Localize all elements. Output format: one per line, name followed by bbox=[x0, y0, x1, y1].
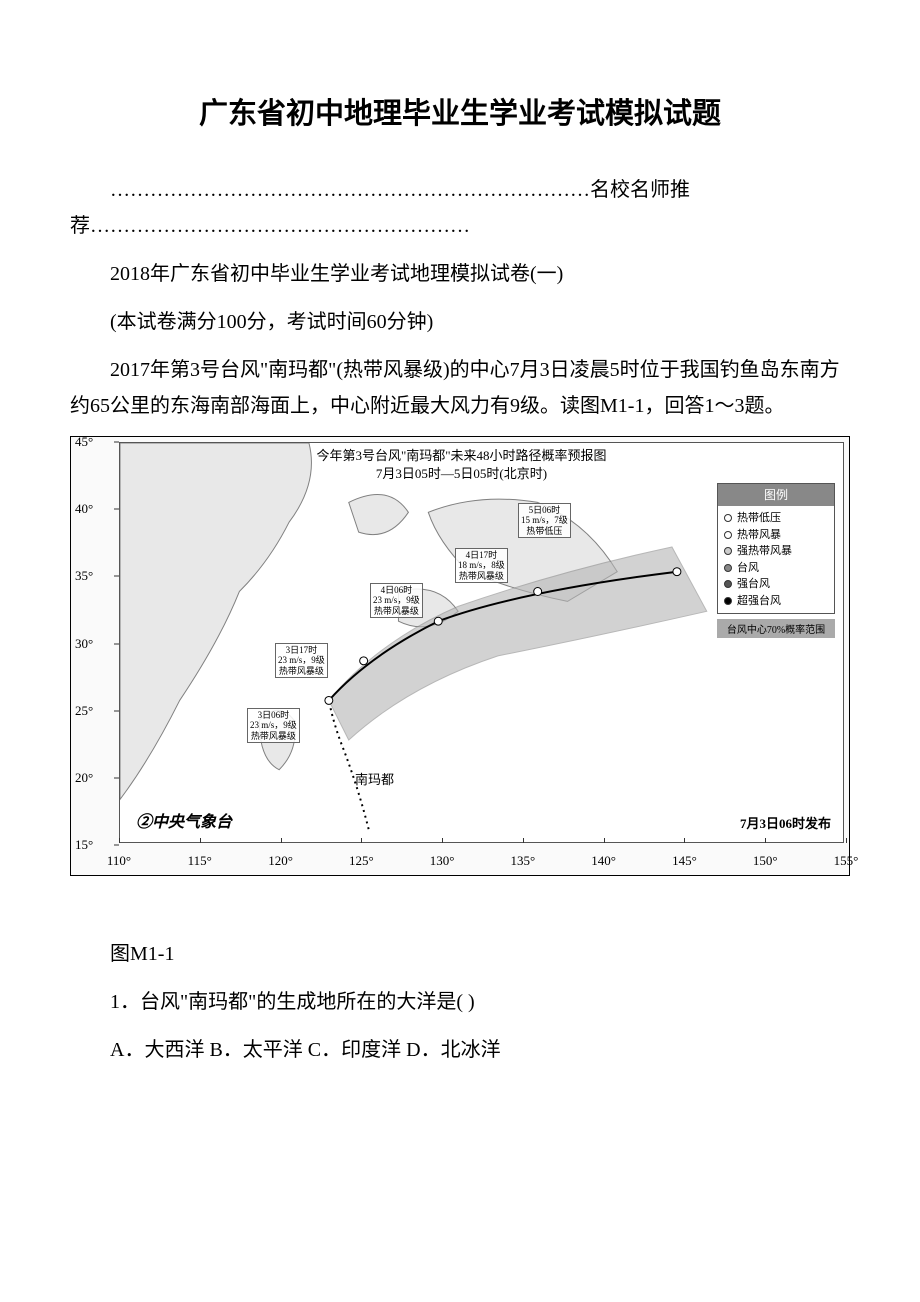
x-axis-label: 135° bbox=[511, 853, 536, 869]
forecast-callout: 4日17时18 m/s，8级热带风暴级 bbox=[455, 548, 508, 583]
track-point bbox=[434, 617, 442, 625]
legend-label: 强热带风暴 bbox=[737, 543, 792, 560]
legend-title: 图例 bbox=[718, 484, 834, 506]
x-axis-label: 125° bbox=[349, 853, 374, 869]
y-axis-label: 25° bbox=[75, 703, 93, 719]
track-point bbox=[673, 568, 681, 576]
legend-marker bbox=[724, 531, 732, 539]
x-axis-label: 140° bbox=[591, 853, 616, 869]
legend-marker bbox=[724, 514, 732, 522]
y-axis-label: 30° bbox=[75, 636, 93, 652]
x-axis-label: 115° bbox=[188, 853, 212, 869]
forecast-callout: 3日17时23 m/s，9级热带风暴级 bbox=[275, 643, 328, 678]
legend-row: 热带低压 bbox=[724, 510, 828, 527]
exam-rule: (本试卷满分100分，考试时间60分钟) bbox=[70, 304, 850, 340]
context-para: 2017年第3号台风"南玛都"(热带风暴级)的中心7月3日凌晨5时位于我国钓鱼岛… bbox=[70, 352, 850, 424]
exam-name: 2018年广东省初中毕业生学业考试地理模拟试卷(一) bbox=[70, 256, 850, 292]
cma-logo: ②中央气象台 bbox=[136, 808, 232, 832]
figure-m1-1: 今年第3号台风"南玛都"未来48小时路径概率预报图 7月3日05时—5日05时(… bbox=[70, 436, 850, 876]
x-axis-label: 155° bbox=[834, 853, 859, 869]
legend-row: 强台风 bbox=[724, 576, 828, 593]
legend-label: 台风 bbox=[737, 560, 759, 577]
legend-marker bbox=[724, 547, 732, 555]
track-point bbox=[360, 657, 368, 665]
x-axis-label: 130° bbox=[430, 853, 455, 869]
issue-time: 7月3日06时发布 bbox=[740, 813, 831, 832]
y-axis-label: 40° bbox=[75, 501, 93, 517]
question-1-options: A．大西洋 B．太平洋 C．印度洋 D．北冰洋 bbox=[70, 1032, 850, 1068]
legend-row: 热带风暴 bbox=[724, 527, 828, 544]
legend-label: 强台风 bbox=[737, 576, 770, 593]
y-axis-label: 15° bbox=[75, 837, 93, 853]
x-axis-label: 120° bbox=[268, 853, 293, 869]
track-point bbox=[325, 696, 333, 704]
forecast-callout: 3日06时23 m/s，9级热带风暴级 bbox=[247, 708, 300, 743]
legend-label: 热带低压 bbox=[737, 510, 781, 527]
probability-label: 台风中心70%概率范围 bbox=[717, 619, 835, 638]
figure-caption: 图M1-1 bbox=[70, 936, 850, 972]
map-area: 今年第3号台风"南玛都"未来48小时路径概率预报图 7月3日05时—5日05时(… bbox=[119, 442, 844, 843]
legend-label: 热带风暴 bbox=[737, 527, 781, 544]
map-title: 今年第3号台风"南玛都"未来48小时路径概率预报图 7月3日05时—5日05时(… bbox=[260, 447, 663, 483]
y-axis-label: 35° bbox=[75, 568, 93, 584]
legend-row: 超强台风 bbox=[724, 593, 828, 610]
recommend-line: ………………………………………………………………名校名师推荐…………………………… bbox=[70, 172, 850, 244]
legend-label: 超强台风 bbox=[737, 593, 781, 610]
forecast-callout: 5日06时15 m/s，7级热带低压 bbox=[518, 503, 571, 538]
y-axis-label: 45° bbox=[75, 434, 93, 450]
x-axis-label: 110° bbox=[107, 853, 131, 869]
x-axis-label: 145° bbox=[672, 853, 697, 869]
legend-row: 强热带风暴 bbox=[724, 543, 828, 560]
question-1: 1．台风"南玛都"的生成地所在的大洋是( ) bbox=[70, 984, 850, 1020]
legend-marker bbox=[724, 597, 732, 605]
legend: 图例 热带低压热带风暴强热带风暴台风强台风超强台风 bbox=[717, 483, 835, 614]
legend-marker bbox=[724, 564, 732, 572]
x-axis-label: 150° bbox=[753, 853, 778, 869]
doc-title: 广东省初中地理毕业生学业考试模拟试题 bbox=[70, 90, 850, 132]
legend-marker bbox=[724, 580, 732, 588]
map-title-l1: 今年第3号台风"南玛都"未来48小时路径概率预报图 bbox=[260, 447, 663, 465]
track-point bbox=[534, 588, 542, 596]
legend-row: 台风 bbox=[724, 560, 828, 577]
forecast-callout: 4日06时23 m/s，9级热带风暴级 bbox=[370, 583, 423, 618]
y-axis-label: 20° bbox=[75, 770, 93, 786]
korea bbox=[349, 494, 409, 534]
storm-name-label: 南玛都 bbox=[355, 769, 394, 788]
map-title-l2: 7月3日05时—5日05时(北京时) bbox=[260, 465, 663, 483]
